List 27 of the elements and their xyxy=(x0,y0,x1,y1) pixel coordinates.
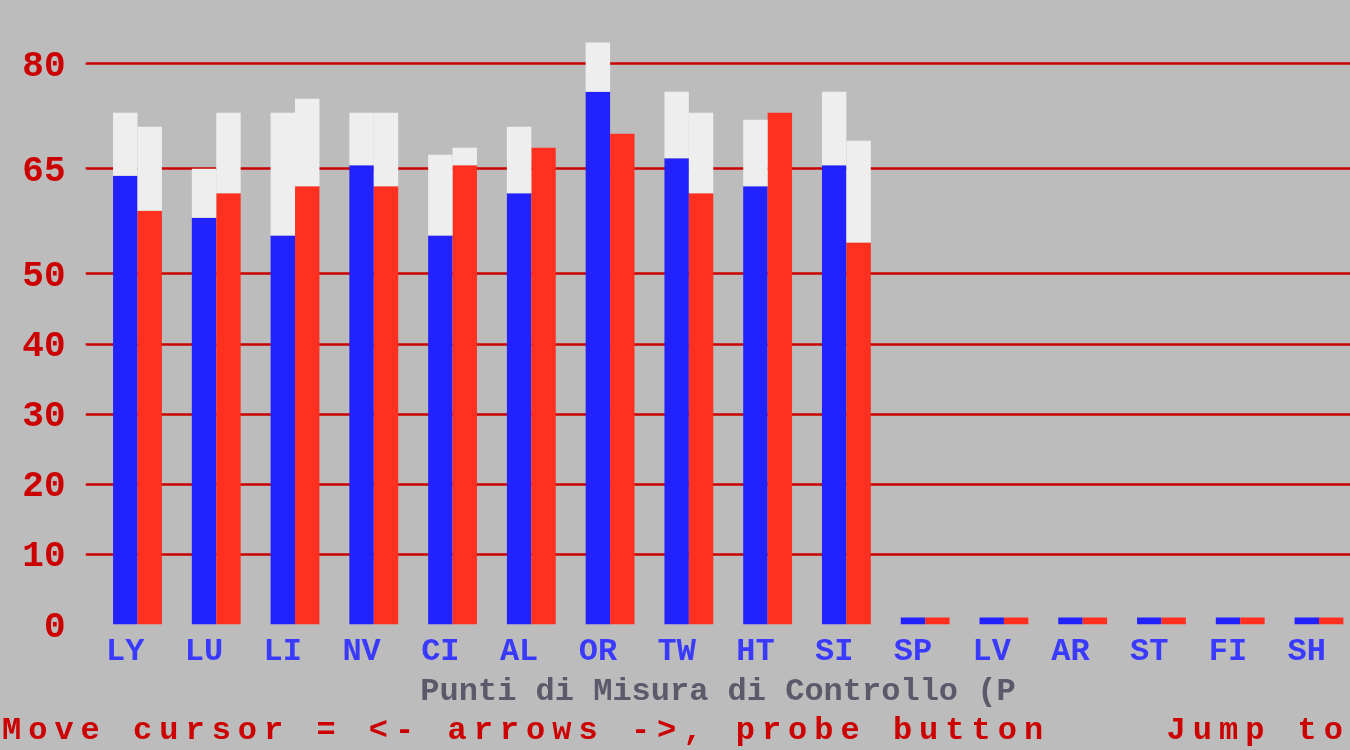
x-tick-label: CI xyxy=(421,632,460,670)
x-tick-label: SH xyxy=(1287,632,1326,670)
x-tick-label: ST xyxy=(1130,632,1169,670)
x-tick-label: OR xyxy=(578,632,618,670)
x-tick-label: TW xyxy=(657,632,697,670)
x-tick-label: LY xyxy=(106,632,146,670)
y-tick-label: 10 xyxy=(22,536,66,578)
x-tick-label: NV xyxy=(342,632,382,670)
x-tick-label: HT xyxy=(736,632,775,670)
x-axis-title: Punti di Misura di Controllo (P xyxy=(420,672,1016,710)
x-tick-label: LI xyxy=(263,632,303,670)
y-tick-label: 30 xyxy=(22,396,66,438)
x-tick-label: SI xyxy=(814,632,854,670)
x-tick-label: LU xyxy=(184,632,224,670)
y-tick-label: 65 xyxy=(22,150,66,192)
x-tick-label: SP xyxy=(893,632,933,670)
y-tick-label: 0 xyxy=(43,606,66,648)
y-tick-label: 40 xyxy=(22,326,66,368)
x-tick-label: AL xyxy=(499,632,539,670)
x-tick-label: LV xyxy=(972,632,1012,670)
x-tick-label: FI xyxy=(1208,632,1248,670)
y-tick-label: 50 xyxy=(22,255,66,297)
text: Jump to xyxy=(1166,712,1350,750)
x-tick-label: AR xyxy=(1051,632,1091,670)
y-tick-label: 20 xyxy=(22,466,66,508)
text: Move cursor = <- arrows ->, probe button xyxy=(2,712,1051,750)
y-tick-label: 80 xyxy=(22,45,66,87)
